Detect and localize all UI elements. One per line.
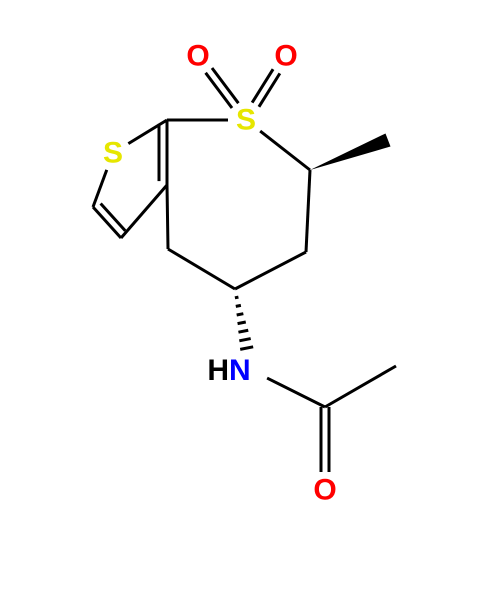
molecule-diagram: SSOOHNO bbox=[0, 0, 500, 600]
atom-N14: HN bbox=[207, 354, 250, 387]
atom-S6: S bbox=[236, 104, 256, 137]
atom-O11: O bbox=[186, 40, 209, 73]
atom-S1: S bbox=[103, 137, 123, 170]
atom-O12: O bbox=[274, 40, 297, 73]
atom-O16: O bbox=[313, 474, 336, 507]
